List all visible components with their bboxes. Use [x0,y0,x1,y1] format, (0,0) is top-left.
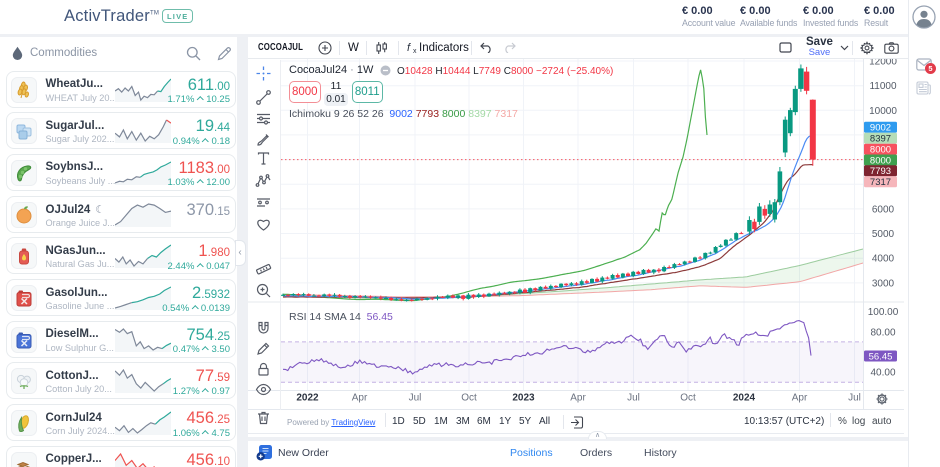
svg-text:6000: 6000 [872,204,895,215]
svg-text:80.00: 80.00 [870,327,895,338]
svg-text:Jul: Jul [627,393,640,404]
svg-text:Apr: Apr [570,393,586,404]
svg-text:f: f [407,42,411,54]
svg-text:x: x [413,48,417,54]
svg-text:4000: 4000 [872,254,895,265]
svg-text:Apr: Apr [792,393,808,404]
svg-text:Apr: Apr [352,393,368,404]
svg-text:2022: 2022 [296,393,319,404]
svg-text:12000: 12000 [869,59,897,68]
svg-text:9002: 9002 [870,123,891,134]
svg-text:8000: 8000 [870,145,891,156]
svg-text:100.00: 100.00 [868,307,899,318]
svg-text:Oct: Oct [461,393,477,404]
svg-text:Oct: Oct [680,393,696,404]
svg-text:8000: 8000 [870,155,891,166]
svg-text:2023: 2023 [512,393,535,404]
svg-text:2024: 2024 [733,393,756,404]
svg-text:8397: 8397 [870,134,891,145]
svg-text:7317: 7317 [870,177,891,188]
svg-text:40.00: 40.00 [870,368,895,379]
svg-text:11000: 11000 [869,81,897,92]
svg-text:10000: 10000 [869,106,897,117]
svg-text:5000: 5000 [872,229,895,240]
svg-text:Jul: Jul [848,393,861,404]
svg-text:Jul: Jul [409,393,422,404]
svg-text:3000: 3000 [872,278,895,289]
svg-text:7793: 7793 [870,166,891,177]
svg-text:56.45: 56.45 [869,351,893,362]
